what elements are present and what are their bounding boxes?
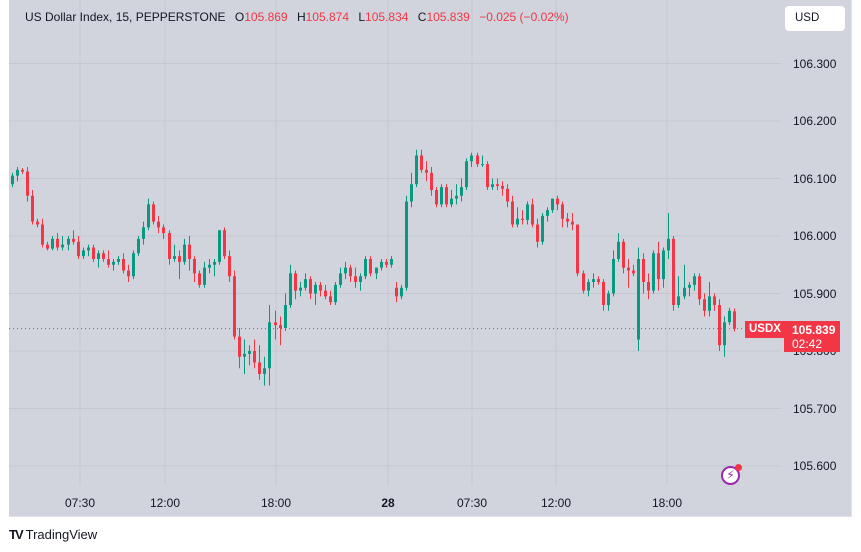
- price-tick-label: 106.000: [793, 229, 837, 243]
- low-value: 105.834: [365, 10, 409, 24]
- time-tick-label: 18:00: [260, 496, 292, 510]
- time-tick-label: 12:00: [540, 496, 572, 510]
- last-price-value: 105.839: [792, 323, 836, 337]
- open-value: 105.869: [244, 10, 288, 24]
- time-tick-label: 07:30: [456, 496, 488, 510]
- high-value: 105.874: [305, 10, 350, 24]
- bar-countdown: 02:42: [792, 337, 823, 351]
- notification-dot-icon: [735, 464, 742, 471]
- chart-pane[interactable]: US Dollar Index, 15, PEPPERSTONE O105.86…: [9, 0, 852, 517]
- close-value: 105.839: [426, 10, 470, 24]
- price-tick-label: 105.600: [793, 459, 837, 473]
- time-tick-label: 18:00: [651, 496, 683, 510]
- price-tick-label: 105.700: [793, 401, 837, 416]
- tradingview-logo-icon: TV: [9, 527, 24, 542]
- footer-branding[interactable]: TV TradingView: [9, 527, 97, 542]
- price-tick-label: 106.100: [793, 171, 837, 186]
- price-tick-label: 106.300: [793, 56, 837, 71]
- price-tick-label: 106.200: [793, 114, 837, 128]
- candlestick-plot[interactable]: [9, 0, 851, 516]
- symbol-price-tag: USDX: [745, 321, 785, 338]
- close-label: C: [417, 10, 427, 24]
- alert-bolt-icon[interactable]: ⚡: [721, 464, 742, 485]
- low-label: L: [358, 10, 366, 24]
- symbol-legend: US Dollar Index, 15, PEPPERSTONE O105.86…: [25, 10, 569, 24]
- symbol-title[interactable]: US Dollar Index, 15, PEPPERSTONE: [25, 10, 226, 24]
- high-label: H: [296, 10, 306, 24]
- last-price-tag: 105.839 02:42: [784, 321, 840, 352]
- tradingview-brand: TradingView: [25, 527, 98, 542]
- time-tick-label: 28: [381, 496, 395, 510]
- open-label: O: [234, 10, 245, 24]
- time-tick-label: 12:00: [149, 496, 181, 510]
- time-tick-label: 07:30: [64, 496, 96, 510]
- change-value: −0.025 (−0.02%): [479, 10, 569, 24]
- currency-button[interactable]: USD: [785, 6, 845, 31]
- price-tick-label: 105.900: [793, 286, 837, 301]
